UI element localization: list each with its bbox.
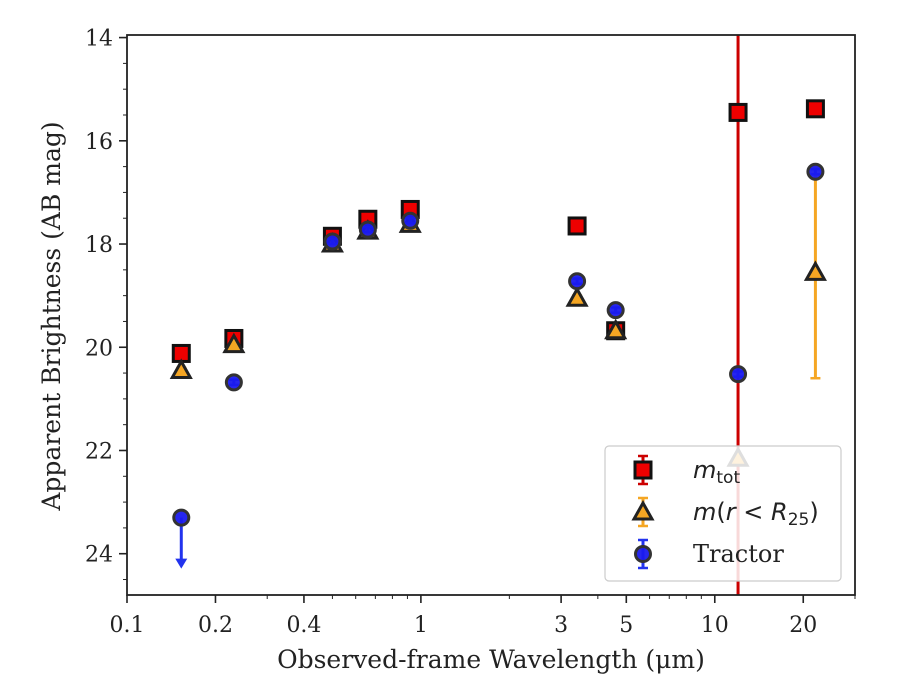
triangle-marker [604,318,628,340]
triangle-marker [222,332,246,354]
legend-label-tractor: Tractor [693,540,784,568]
x-tick-label: 0.1 [110,613,145,638]
x-tick-label: 3 [554,613,568,638]
axes: 14 16 18 20 22 24 0.1 0.2 0.4 1 3 5 10 20 [85,27,856,638]
circle-marker [358,220,377,239]
x-tick-label: 20 [789,613,817,638]
legend-entry [634,538,652,570]
y-axis-title: Apparent Brightness (AB mag) [37,121,66,511]
circle-marker [568,272,587,291]
y-tick-label: 14 [85,27,113,52]
y-tick-label: 18 [85,233,113,258]
circle-marker [401,211,420,230]
y-tick-label: 24 [85,543,113,568]
x-axis-title: Observed-frame Wavelength (μm) [277,645,705,674]
series-circle [172,162,825,569]
x-tick-label: 1 [414,613,428,638]
x-tick-label: 0.2 [198,613,233,638]
square-marker [805,99,825,119]
x-tick-label: 10 [701,613,729,638]
triangle-marker [169,358,193,379]
circle-marker [323,232,342,251]
legend-entry [633,454,653,486]
x-tick-label: 0.4 [286,613,321,638]
circle-marker [606,301,625,320]
circle-marker [806,162,825,181]
circle-marker [729,365,748,384]
legend-box [604,445,842,582]
square-marker [633,460,653,480]
circle-marker [634,545,652,563]
circle-marker [172,508,191,527]
y-tick-label: 16 [85,130,113,155]
data-marks [169,35,827,595]
triangle-marker [631,499,655,521]
square-marker [728,102,748,122]
axes-frame [126,34,856,596]
legend-entry [631,496,655,528]
y-tick-label: 22 [85,439,113,464]
circle-marker [224,373,243,392]
y-tick-label: 20 [85,336,113,361]
upper-limit-arrow [175,558,188,569]
triangle-marker [565,286,589,307]
square-marker [567,216,587,236]
x-tick-label: 5 [619,613,633,638]
triangle-marker [803,260,827,281]
